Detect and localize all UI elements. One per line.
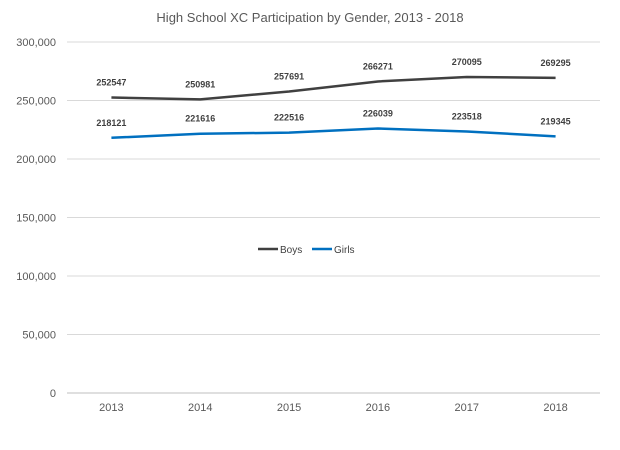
data-label: 223518 <box>452 111 482 121</box>
y-tick-label: 50,000 <box>22 330 56 342</box>
y-tick-label: 200,000 <box>16 154 56 166</box>
data-label: 219345 <box>541 116 571 126</box>
data-label: 250981 <box>185 79 215 89</box>
data-label: 257691 <box>274 72 304 82</box>
series-line-girls <box>111 127 556 140</box>
data-label: 266271 <box>363 61 393 71</box>
chart-title: High School XC Participation by Gender, … <box>156 10 463 25</box>
data-label: 252547 <box>96 78 126 88</box>
series-line-boys <box>111 75 556 101</box>
legend-label-girls: Girls <box>334 245 355 256</box>
data-label: 218121 <box>96 118 126 128</box>
x-tick-label: 2017 <box>455 402 479 414</box>
data-label: 226039 <box>363 109 393 119</box>
y-tick-label: 150,000 <box>16 213 56 225</box>
x-tick-label: 2018 <box>543 402 567 414</box>
legend-label-boys: Boys <box>280 245 302 256</box>
data-label: 270095 <box>452 57 482 67</box>
data-label: 221616 <box>185 114 215 124</box>
x-tick-label: 2016 <box>366 402 390 414</box>
data-label: 269295 <box>541 58 571 68</box>
y-tick-label: 250,000 <box>16 96 56 108</box>
x-tick-label: 2014 <box>188 402 212 414</box>
x-tick-label: 2015 <box>277 402 301 414</box>
x-tick-label: 2013 <box>99 402 123 414</box>
y-tick-label: 100,000 <box>16 271 56 283</box>
y-tick-label: 0 <box>50 388 56 400</box>
data-label: 222516 <box>274 113 304 123</box>
y-tick-label: 300,000 <box>16 37 56 49</box>
